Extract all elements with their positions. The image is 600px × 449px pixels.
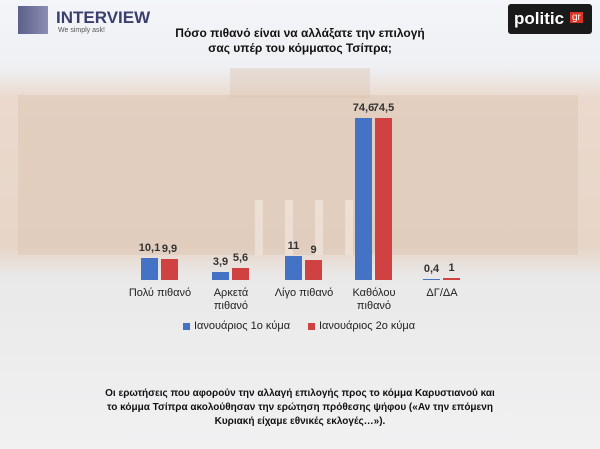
x-tick-label: Πολύ πιθανό (128, 287, 192, 299)
chart-title: Πόσο πιθανό είναι να αλλάξατε την επιλογ… (175, 26, 425, 55)
slogan: We simply ask! (58, 27, 105, 34)
background-pediment (230, 68, 370, 98)
bar (212, 271, 229, 280)
x-tick-label: ΔΓ/ΔΑ (426, 287, 458, 299)
site-logo: politic gr (508, 4, 592, 34)
value-label: 74,6 (352, 102, 375, 114)
bar (285, 256, 302, 280)
brand-icon (18, 6, 48, 34)
site-suffix: gr (570, 12, 583, 23)
bar (355, 118, 372, 280)
bar (232, 267, 249, 280)
value-label: 5,6 (232, 251, 249, 264)
value-label: 74,5 (372, 102, 395, 115)
value-label: 9,9 (161, 242, 178, 255)
background-column (345, 200, 353, 255)
bar (423, 279, 440, 280)
background-column (285, 200, 293, 255)
x-tick-label: Καθόλου πιθανό (352, 287, 396, 312)
value-label: 11 (287, 240, 300, 253)
bar (141, 258, 158, 280)
value-label: 3,9 (212, 255, 229, 268)
site: politic (514, 9, 565, 28)
x-tick-label: Αρκετά πιθανό (213, 287, 249, 312)
legend-label: Ιανουάριος 2ο κύμα (319, 320, 416, 332)
x-tick-label: Λίγο πιθανό (274, 287, 334, 299)
bar (375, 118, 392, 280)
value-label: 10,1 (138, 242, 161, 255)
value-label: 1 (448, 261, 455, 274)
legend-swatch (183, 323, 190, 330)
value-label: 0,4 (423, 263, 440, 276)
bar (161, 258, 178, 280)
bar (443, 277, 460, 280)
background-column (255, 200, 263, 255)
background-column (315, 200, 323, 255)
legend-swatch (308, 323, 315, 330)
background-building (18, 95, 578, 255)
bar (305, 260, 322, 280)
legend-label: Ιανουάριος 1ο κύμα (194, 320, 291, 332)
brand: INTERVIEW (56, 8, 151, 27)
note: Οι ερωτήσεις που αφορούν την αλλαγή επιλ… (105, 388, 495, 427)
value-label: 9 (310, 244, 317, 257)
